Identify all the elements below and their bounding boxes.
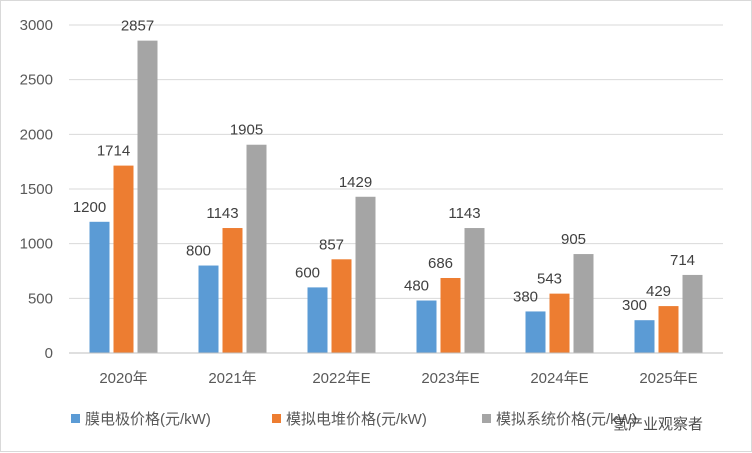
data-label: 800 (186, 243, 211, 260)
bar (549, 293, 570, 353)
bar (222, 228, 243, 353)
y-tick-label: 3000 (20, 17, 53, 34)
bar (331, 259, 352, 353)
data-label: 380 (513, 288, 538, 305)
x-tick-label: 2021年 (208, 370, 256, 387)
data-label: 714 (670, 252, 695, 269)
x-axis: 2020年 2021年 2022年E 2023年E 2024年E 2025年E (69, 352, 723, 387)
data-label: 480 (404, 278, 429, 295)
data-label: 905 (561, 231, 586, 248)
legend-label: 膜电极价格(元/kW) (85, 411, 211, 428)
data-label: 1143 (448, 205, 480, 222)
bar (355, 196, 376, 353)
legend-swatch (272, 414, 281, 423)
bar (682, 274, 703, 353)
x-tick-label: 2025年E (639, 370, 697, 387)
bar (416, 300, 437, 353)
watermark-text: 氢产业观察者 (613, 415, 703, 433)
data-label: 600 (295, 264, 320, 281)
y-axis: 0 500 1000 1500 2000 2500 3000 (20, 17, 53, 362)
y-tick-label: 500 (28, 290, 53, 307)
bar (464, 228, 485, 353)
bars (89, 40, 703, 353)
data-label: 2857 (121, 18, 154, 35)
data-label: 1429 (339, 174, 372, 191)
data-label: 543 (537, 271, 562, 288)
y-tick-label: 1000 (20, 236, 53, 253)
data-labels: 1200 1714 2857 800 1143 1905 600 857 1429 480 686 1… (73, 18, 695, 315)
legend-swatch (482, 414, 491, 423)
data-label: 300 (622, 297, 647, 314)
bar (246, 144, 267, 353)
legend-label: 模拟电堆价格(元/kW) (286, 411, 427, 428)
x-tick-label: 2023年E (421, 370, 479, 387)
y-tick-label: 2500 (20, 72, 53, 89)
y-tick-label: 2000 (20, 126, 53, 143)
data-label: 429 (646, 283, 671, 300)
y-tick-label: 0 (45, 345, 53, 362)
bar (137, 40, 158, 353)
bar (307, 287, 328, 353)
x-tick-label: 2020年 (99, 370, 147, 387)
legend-label: 模拟系统价格(元/kW) (496, 411, 637, 428)
legend: 膜电极价格(元/kW) 模拟电堆价格(元/kW) 模拟系统价格(元/kW) (71, 411, 637, 428)
data-label: 1714 (97, 143, 130, 160)
data-label: 1200 (73, 199, 106, 216)
x-tick-label: 2024年E (530, 370, 588, 387)
y-tick-label: 1500 (20, 181, 53, 198)
bar (89, 221, 110, 353)
bar (525, 311, 546, 353)
data-label: 686 (428, 255, 453, 272)
x-tick-label: 2022年E (312, 370, 370, 387)
bar (113, 165, 134, 353)
data-label: 1905 (230, 122, 263, 139)
bar (198, 265, 219, 353)
data-label: 1143 (206, 205, 238, 222)
bar (440, 277, 461, 353)
bar (573, 254, 594, 353)
gridlines (69, 24, 723, 299)
legend-swatch (71, 414, 80, 423)
data-label: 857 (319, 236, 344, 253)
bar (658, 306, 679, 353)
bar (634, 320, 655, 353)
